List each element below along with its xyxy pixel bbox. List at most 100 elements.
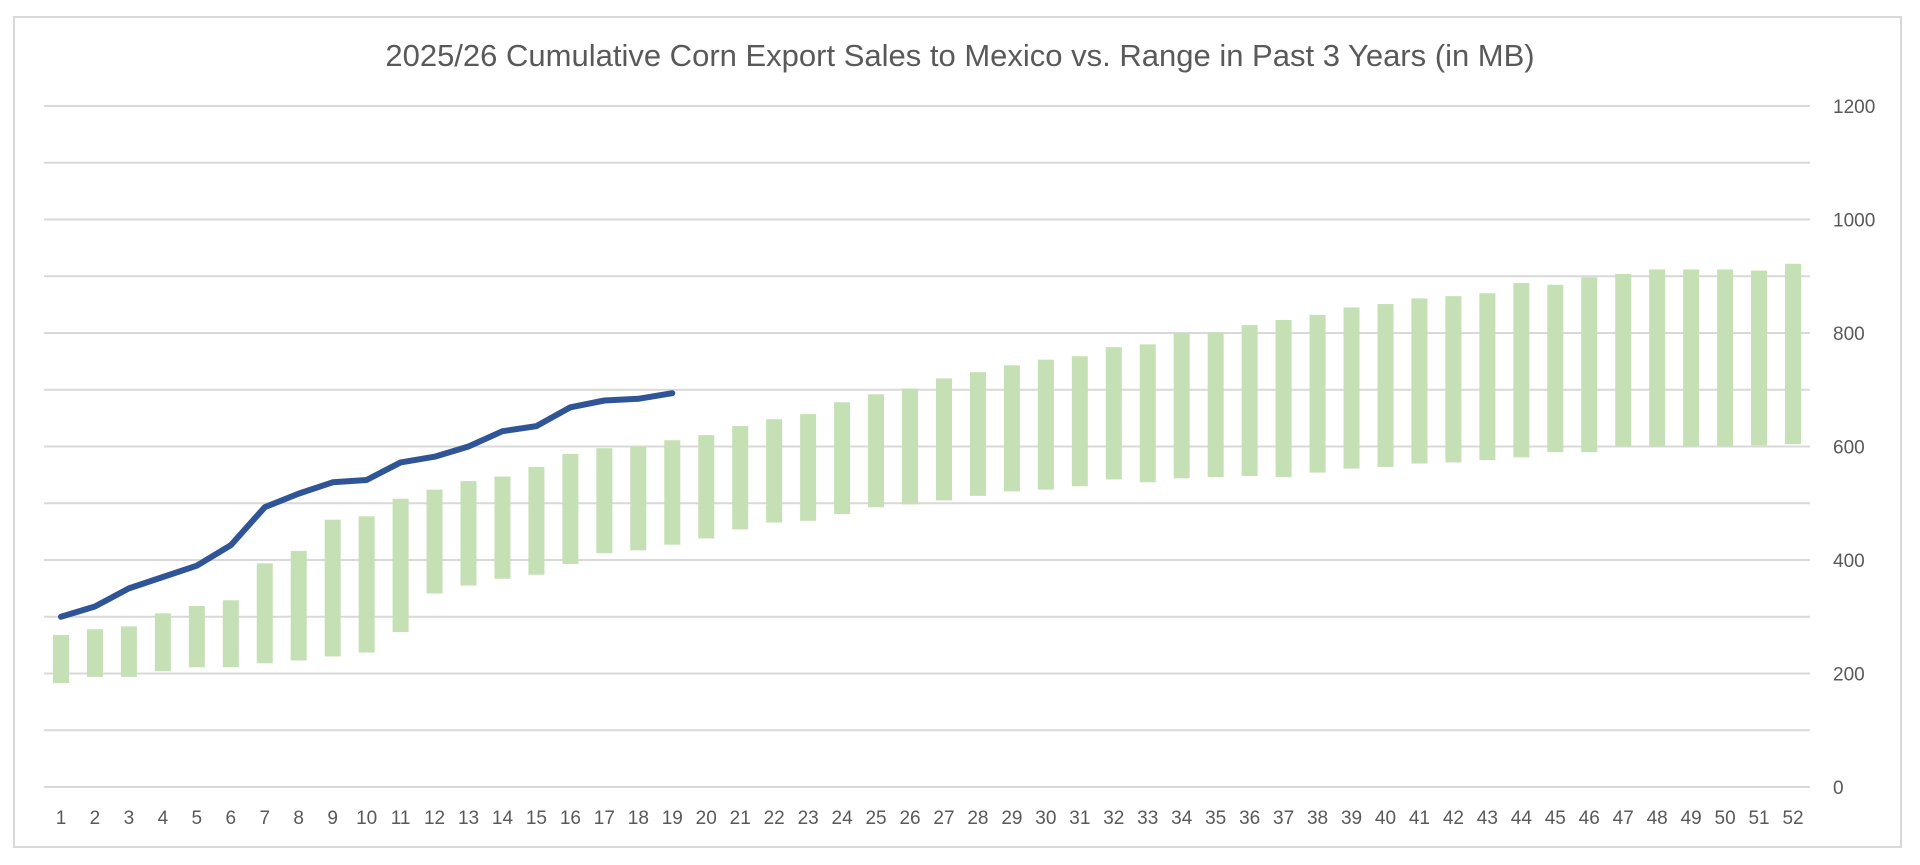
x-tick-label: 40 bbox=[1375, 808, 1396, 829]
range-bar-week-26 bbox=[902, 388, 919, 505]
range-bar-week-29 bbox=[1003, 365, 1020, 492]
range-bar-week-41 bbox=[1411, 298, 1428, 464]
x-tick-label: 27 bbox=[933, 808, 954, 829]
x-tick-label: 46 bbox=[1579, 808, 1600, 829]
range-bar-week-18 bbox=[630, 446, 647, 551]
range-bars bbox=[52, 263, 1802, 684]
range-bar-week-25 bbox=[868, 394, 885, 508]
x-tick-label: 39 bbox=[1341, 808, 1362, 829]
x-tick-label: 30 bbox=[1035, 808, 1056, 829]
range-bar-week-6 bbox=[222, 600, 239, 668]
range-bar-week-15 bbox=[528, 466, 545, 575]
range-bar-week-9 bbox=[324, 519, 341, 657]
x-tick-label: 18 bbox=[628, 808, 649, 829]
x-tick-label: 3 bbox=[124, 808, 135, 829]
range-bar-week-50 bbox=[1717, 269, 1734, 447]
x-tick-label: 29 bbox=[1001, 808, 1022, 829]
gridlines bbox=[44, 105, 1810, 788]
x-tick-label: 51 bbox=[1748, 808, 1769, 829]
y-tick-label: 1000 bbox=[1833, 211, 1875, 232]
x-tick-label: 48 bbox=[1647, 808, 1668, 829]
x-tick-label: 7 bbox=[259, 808, 270, 829]
range-bar-week-1 bbox=[52, 634, 69, 684]
range-bar-week-11 bbox=[392, 498, 409, 633]
range-bar-week-34 bbox=[1173, 333, 1190, 479]
x-tick-label: 31 bbox=[1069, 808, 1090, 829]
x-tick-label: 2 bbox=[90, 808, 101, 829]
x-tick-label: 21 bbox=[730, 808, 751, 829]
range-bar-week-3 bbox=[120, 626, 137, 677]
range-bar-week-24 bbox=[834, 402, 851, 515]
x-tick-label: 43 bbox=[1477, 808, 1498, 829]
x-tick-label: 1 bbox=[56, 808, 67, 829]
range-bar-week-23 bbox=[800, 414, 817, 521]
x-tick-label: 19 bbox=[662, 808, 683, 829]
range-bar-week-48 bbox=[1649, 269, 1666, 447]
x-tick-label: 34 bbox=[1171, 808, 1193, 829]
x-tick-label: 5 bbox=[192, 808, 203, 829]
range-bar-week-8 bbox=[290, 550, 307, 661]
x-tick-label: 28 bbox=[967, 808, 988, 829]
range-bar-week-4 bbox=[154, 613, 171, 672]
range-bar-week-20 bbox=[698, 435, 715, 539]
range-bar-week-52 bbox=[1785, 263, 1802, 445]
range-bar-week-39 bbox=[1343, 307, 1360, 469]
y-tick-label: 0 bbox=[1833, 778, 1844, 799]
range-bar-week-42 bbox=[1445, 296, 1462, 463]
x-tick-label: 17 bbox=[594, 808, 615, 829]
x-tick-label: 13 bbox=[458, 808, 479, 829]
range-bar-week-16 bbox=[562, 453, 579, 564]
range-bar-week-35 bbox=[1207, 332, 1224, 478]
range-bar-week-36 bbox=[1241, 325, 1258, 477]
x-tick-label: 42 bbox=[1443, 808, 1464, 829]
range-bar-week-10 bbox=[358, 516, 375, 653]
range-bar-week-14 bbox=[494, 476, 511, 579]
y-tick-label: 400 bbox=[1833, 551, 1865, 572]
x-tick-label: 22 bbox=[764, 808, 785, 829]
range-bar-week-13 bbox=[460, 481, 477, 586]
y-tick-label: 600 bbox=[1833, 438, 1865, 459]
range-bar-week-30 bbox=[1037, 359, 1054, 490]
x-tick-label: 6 bbox=[225, 808, 236, 829]
range-bar-week-37 bbox=[1275, 319, 1292, 478]
range-bar-week-17 bbox=[596, 448, 613, 554]
x-tick-label: 35 bbox=[1205, 808, 1226, 829]
range-bar-week-19 bbox=[664, 440, 681, 545]
range-bar-week-21 bbox=[732, 426, 749, 530]
x-tick-label: 16 bbox=[560, 808, 581, 829]
x-tick-label: 50 bbox=[1715, 808, 1736, 829]
range-bar-week-5 bbox=[188, 605, 205, 668]
x-tick-label: 45 bbox=[1545, 808, 1566, 829]
x-tick-label: 44 bbox=[1511, 808, 1533, 829]
x-tick-label: 11 bbox=[391, 808, 411, 829]
x-tick-label: 24 bbox=[832, 808, 854, 829]
range-bar-week-2 bbox=[86, 629, 103, 677]
range-bar-week-47 bbox=[1615, 273, 1632, 447]
range-bar-week-40 bbox=[1377, 304, 1394, 467]
x-tick-label: 8 bbox=[293, 808, 304, 829]
x-tick-label: 37 bbox=[1273, 808, 1294, 829]
x-tick-label: 12 bbox=[424, 808, 445, 829]
range-bar-week-7 bbox=[256, 563, 273, 664]
chart-title: 2025/26 Cumulative Corn Export Sales to … bbox=[385, 38, 1535, 73]
range-bar-week-49 bbox=[1683, 269, 1700, 447]
range-bar-week-31 bbox=[1071, 356, 1088, 487]
x-tick-label: 33 bbox=[1137, 808, 1158, 829]
range-bar-week-12 bbox=[426, 489, 443, 594]
range-bar-week-45 bbox=[1547, 284, 1564, 453]
x-tick-label: 41 bbox=[1409, 808, 1430, 829]
range-bar-week-44 bbox=[1513, 283, 1530, 458]
range-bar-week-22 bbox=[766, 419, 783, 523]
range-bar-week-51 bbox=[1751, 270, 1768, 446]
x-tick-label: 15 bbox=[526, 808, 547, 829]
range-bar-week-28 bbox=[969, 372, 986, 496]
range-bar-week-46 bbox=[1581, 277, 1598, 453]
x-tick-label: 47 bbox=[1613, 808, 1634, 829]
x-tick-label: 25 bbox=[865, 808, 886, 829]
y-tick-label: 800 bbox=[1833, 324, 1865, 345]
x-tick-label: 36 bbox=[1239, 808, 1260, 829]
x-tick-label: 38 bbox=[1307, 808, 1328, 829]
x-axis-labels: 1 2 3 4 5 6 7 8 9 10 11 12 13 14 15 16 17 18 19 20 21 22 23 24 2… bbox=[56, 808, 1804, 829]
x-tick-label: 10 bbox=[356, 808, 377, 829]
